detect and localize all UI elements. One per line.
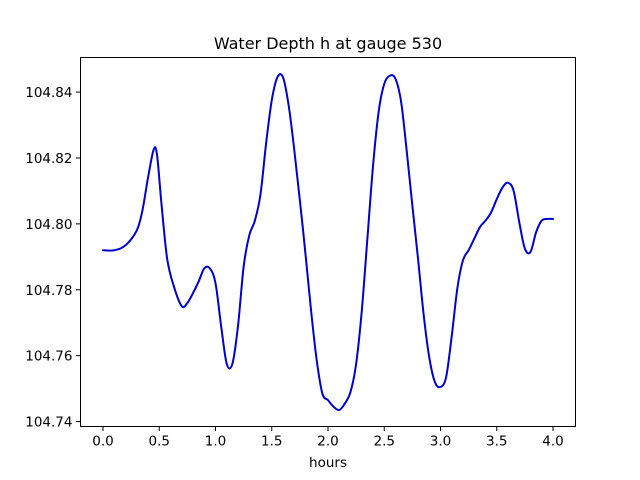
x-tick-label: 0.5 (149, 434, 170, 450)
y-tick-label: 104.80 (25, 217, 72, 233)
y-tick-label: 104.74 (25, 415, 72, 431)
ticks-layer: 0.0 0.5 1.0 1.5 2.0 2.5 3.0 3.5 4.0 104.74 104.76 1… (25, 85, 563, 449)
x-tick-label: 3.5 (486, 434, 507, 450)
x-tick-label: 1.5 (261, 434, 282, 450)
x-tick-label: 1.0 (205, 434, 226, 450)
x-tick-label: 0.0 (92, 434, 113, 450)
chart-title: Water Depth h at gauge 530 (214, 34, 442, 53)
y-tick-label: 104.84 (25, 85, 72, 101)
y-tick-label: 104.76 (25, 349, 72, 365)
series-layer (102, 73, 554, 412)
x-tick-label: 3.0 (430, 434, 451, 450)
series-line (102, 73, 554, 412)
plot-frame (80, 57, 576, 427)
x-tick-label: 4.0 (542, 434, 563, 450)
x-axis-label: hours (309, 455, 347, 471)
y-tick-label: 104.78 (25, 283, 72, 299)
x-tick-label: 2.0 (317, 434, 338, 450)
y-tick-label: 104.82 (25, 151, 72, 167)
x-tick-label: 2.5 (374, 434, 395, 450)
